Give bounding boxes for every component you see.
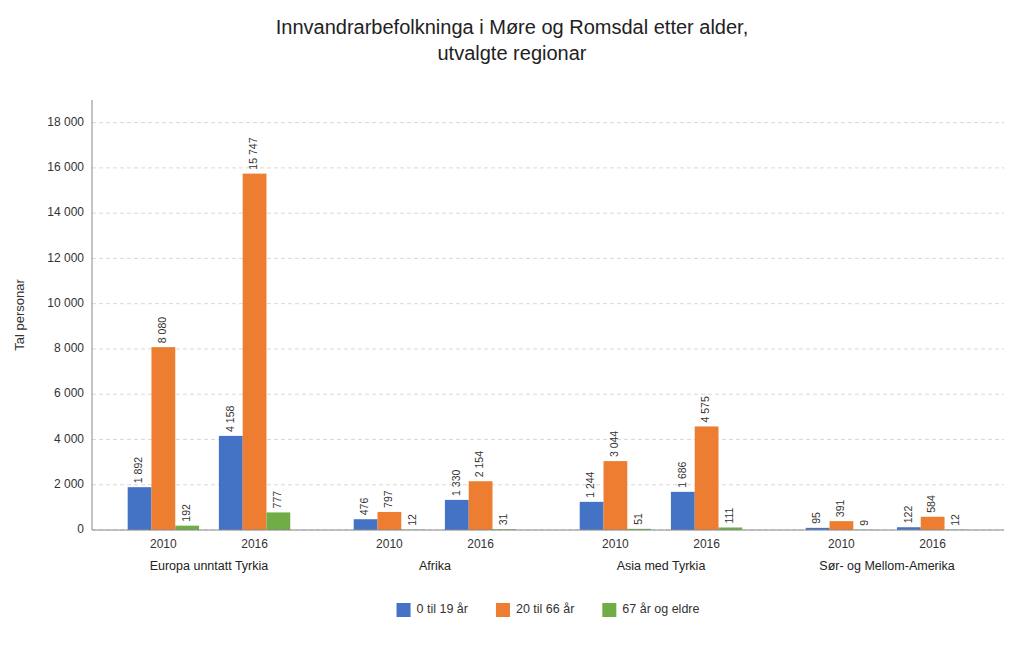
legend-label: 0 til 19 år — [417, 602, 468, 616]
bar — [469, 481, 493, 530]
x-axis-line — [92, 530, 1004, 531]
data-label: 2 154 — [473, 451, 485, 477]
group-label: Sør- og Mellom-Amerika — [819, 559, 954, 573]
y-tick-label: 18 000 — [47, 115, 84, 129]
bar — [671, 492, 695, 530]
title-line: utvalgte regionar — [438, 42, 587, 64]
legend-swatch — [602, 603, 616, 617]
grid-line — [92, 122, 1004, 123]
data-label: 8 080 — [156, 317, 168, 343]
data-label: 4 575 — [699, 396, 711, 422]
bar — [354, 519, 378, 530]
x-tick-label: 2016 — [919, 537, 946, 551]
bar — [266, 512, 290, 530]
y-tick-label: 8 000 — [54, 341, 84, 355]
y-tick-label: 10 000 — [47, 296, 84, 310]
grid-line — [92, 303, 1004, 304]
legend-label: 20 til 66 år — [516, 602, 574, 616]
data-label: 15 747 — [247, 137, 259, 169]
bars — [128, 174, 969, 530]
x-tick-label: 2016 — [693, 537, 720, 551]
legend-swatch — [496, 603, 510, 617]
grid-line — [92, 213, 1004, 214]
data-label: 797 — [382, 490, 394, 508]
grid-line — [92, 530, 1004, 531]
bar — [604, 461, 628, 530]
data-label: 95 — [810, 512, 822, 524]
title: Innvandrarbefolkninga i Møre og Romsdal … — [276, 16, 748, 64]
legend-label: 67 år og eldre — [622, 602, 699, 616]
x-tick-label: 2016 — [241, 537, 268, 551]
data-label: 3 044 — [608, 431, 620, 457]
bar — [830, 521, 854, 530]
bar — [921, 517, 945, 530]
data-label: 122 — [902, 506, 914, 524]
bar — [580, 502, 604, 530]
data-label: 4 158 — [224, 405, 236, 431]
data-label: 777 — [271, 491, 283, 509]
grid-line — [92, 348, 1004, 349]
data-label: 51 — [632, 513, 644, 525]
title-line: Innvandrarbefolkninga i Møre og Romsdal … — [276, 16, 748, 38]
page: {"chart_data": { "type": "bar", "title":… — [0, 0, 1024, 665]
x-tick-label: 2010 — [602, 537, 629, 551]
y-axis-line — [92, 100, 93, 530]
x-tick-label: 2016 — [467, 537, 494, 551]
data-label: 12 — [406, 514, 418, 526]
legend-item: 20 til 66 år — [496, 602, 574, 617]
legend-item: 0 til 19 år — [397, 602, 468, 617]
data-label: 1 244 — [584, 471, 596, 497]
data-label: 1 330 — [450, 469, 462, 495]
data-label: 1 892 — [132, 457, 144, 483]
y-tick-label: 12 000 — [47, 251, 84, 265]
bar — [151, 347, 175, 530]
chart: Innvandrarbefolkninga i Møre og Romsdal … — [0, 0, 1024, 665]
grid-line — [92, 394, 1004, 395]
x-tick-label: 2010 — [828, 537, 855, 551]
group-label: Afrika — [419, 559, 451, 573]
data-label: 476 — [358, 498, 370, 516]
grid-line — [92, 258, 1004, 259]
bar — [695, 426, 719, 530]
group-label: Asia med Tyrkia — [617, 559, 706, 573]
x-axis: 2010 2016 2010 2016 2010 2016 2010 2016 Europa u… — [150, 537, 955, 573]
data-label: 391 — [834, 499, 846, 517]
y-tick-label: 14 000 — [47, 205, 84, 219]
data-label: 31 — [497, 513, 509, 525]
y-tick-label: 2 000 — [54, 477, 84, 491]
y-tick-label: 6 000 — [54, 386, 84, 400]
bar — [175, 526, 199, 530]
data-label: 192 — [180, 504, 192, 522]
legend: 0 til 19 år 20 til 66 år 67 år og eldre — [397, 602, 700, 617]
y-axis-label: Tal personar — [12, 279, 27, 351]
x-tick-label: 2010 — [376, 537, 403, 551]
y-tick-label: 0 — [77, 522, 84, 536]
x-tick-label: 2010 — [150, 537, 177, 551]
data-label: 111 — [723, 507, 735, 523]
legend-item: 67 år og eldre — [602, 602, 699, 617]
bar — [243, 174, 267, 530]
y-tick-label: 4 000 — [54, 432, 84, 446]
grid-line — [92, 167, 1004, 168]
group-label: Europa unntatt Tyrkia — [150, 559, 269, 573]
data-labels: 1 892 4 158 476 1 330 1 244 1 686 95 122 8 080 15… — [132, 137, 961, 525]
grid — [92, 123, 1004, 530]
data-label: 584 — [925, 495, 937, 513]
y-tick-label: 16 000 — [47, 160, 84, 174]
data-label: 1 686 — [676, 461, 688, 487]
legend-swatch — [397, 603, 411, 617]
y-axis: 0 2 000 4 000 6 000 8 000 10 000 12 000 14 000 1… — [47, 100, 92, 536]
bar — [219, 436, 243, 530]
bar — [128, 487, 152, 530]
data-label: 12 — [949, 514, 961, 526]
bar — [445, 500, 469, 530]
data-label: 9 — [858, 520, 870, 526]
bar — [377, 512, 401, 530]
